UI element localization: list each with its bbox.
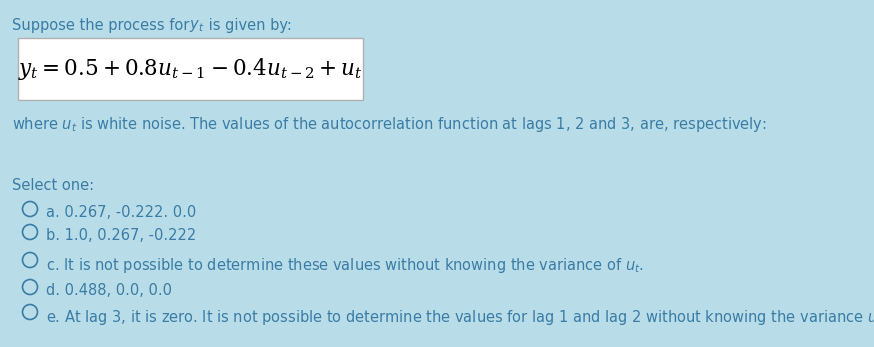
Text: $y_t$: $y_t$ [189, 18, 205, 34]
Text: c. It is not possible to determine these values without knowing the variance of : c. It is not possible to determine these… [45, 256, 643, 275]
Text: b. 1.0, 0.267, -0.222: b. 1.0, 0.267, -0.222 [45, 228, 196, 243]
Circle shape [23, 202, 38, 217]
Circle shape [23, 253, 38, 268]
Circle shape [23, 225, 38, 239]
Text: $y_t = 0.5 + 0.8u_{t-1} - 0.4u_{t-2} + u_t$: $y_t = 0.5 + 0.8u_{t-1} - 0.4u_{t-2} + u… [18, 56, 363, 82]
Text: a. 0.267, -0.222. 0.0: a. 0.267, -0.222. 0.0 [45, 205, 196, 220]
Circle shape [23, 279, 38, 295]
Text: d. 0.488, 0.0, 0.0: d. 0.488, 0.0, 0.0 [45, 283, 171, 298]
Text: Select one:: Select one: [12, 178, 94, 193]
Text: e. At lag 3, it is zero. It is not possible to determine the values for lag 1 an: e. At lag 3, it is zero. It is not possi… [45, 308, 874, 327]
Text: where $u_t$ is white noise. The values of the autocorrelation function at lags 1: where $u_t$ is white noise. The values o… [12, 115, 766, 134]
Text: is given by:: is given by: [204, 18, 292, 33]
Circle shape [23, 305, 38, 320]
Text: Suppose the process for: Suppose the process for [12, 18, 194, 33]
FancyBboxPatch shape [18, 38, 363, 100]
